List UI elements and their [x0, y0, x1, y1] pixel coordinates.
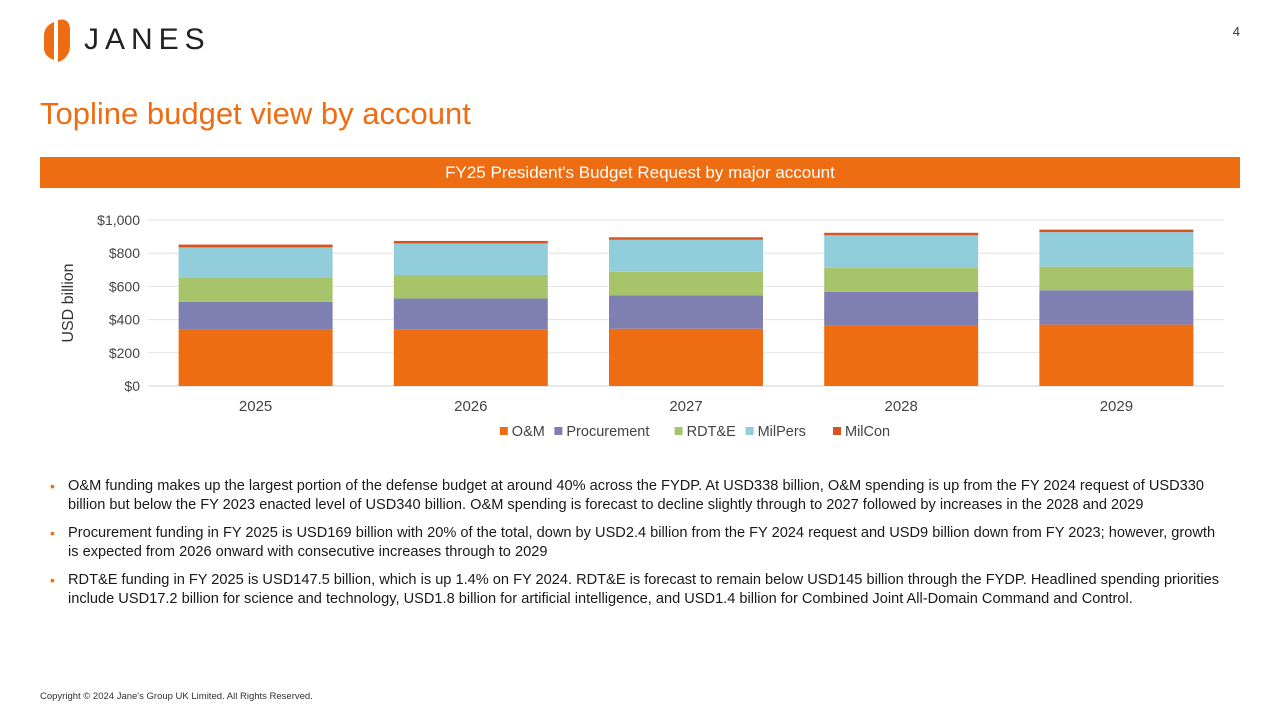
bullet-list: O&M funding makes up the largest portion… — [48, 477, 1228, 618]
x-tick-label: 2025 — [239, 398, 272, 415]
bullet-om: O&M funding makes up the largest portion… — [48, 477, 1228, 515]
bullet-rdte: RDT&E funding in FY 2025 is USD147.5 bil… — [48, 571, 1228, 609]
bar-segment — [609, 237, 763, 240]
chart-banner: FY25 President's Budget Request by major… — [40, 157, 1240, 188]
bar-segment — [178, 277, 333, 302]
bar-segment — [1039, 290, 1194, 325]
y-tick-label: $1,000 — [97, 212, 140, 228]
bar-segment — [393, 240, 548, 244]
legend-swatch — [499, 427, 508, 435]
logo-text: JANES — [84, 23, 211, 56]
legend-label: Procurement — [566, 424, 649, 440]
bar-segment — [393, 329, 548, 386]
page-number: 4 — [1232, 24, 1240, 39]
x-tick-label: 2028 — [885, 398, 918, 415]
bullet-procurement: Procurement funding in FY 2025 is USD169… — [48, 524, 1228, 562]
legend-swatch — [833, 427, 841, 435]
y-tick-label: $200 — [109, 345, 140, 361]
bar-segment — [178, 244, 333, 248]
stacked-bar-chart: $0 $200 $400 $600 $800 $1,000 USD billion 2025 2… — [60, 212, 1224, 440]
legend-label: MilPers — [758, 424, 806, 440]
legend-label: O&M — [512, 424, 545, 440]
bar-segment — [1039, 232, 1194, 267]
bar-segment — [609, 295, 763, 329]
page-title: Topline budget view by account — [40, 96, 471, 131]
legend-swatch — [745, 427, 754, 435]
y-tick-label: $0 — [124, 378, 140, 394]
janes-logo: JANES — [40, 16, 211, 64]
x-tick-label: 2029 — [1100, 398, 1133, 415]
bar-segment — [393, 274, 548, 299]
janes-logo-icon — [44, 19, 70, 62]
bar-segment — [393, 298, 548, 330]
bar-segment — [178, 301, 333, 330]
x-tick-label: 2027 — [669, 398, 702, 415]
bar-segment — [824, 232, 979, 236]
bar-segment — [1039, 229, 1194, 233]
bar-segment — [609, 328, 763, 386]
y-tick-label: $400 — [109, 312, 140, 328]
legend-label: RDT&E — [687, 424, 736, 440]
copyright-notice: Copyright © 2024 Jane's Group UK Limited… — [40, 691, 313, 702]
y-axis-label: USD billion — [60, 263, 77, 342]
legend-label: MilCon — [845, 424, 890, 440]
bar-segment — [393, 243, 548, 275]
bar-segment — [824, 235, 979, 268]
bar-segment — [824, 291, 979, 326]
bar-segment — [609, 271, 763, 296]
legend-swatch — [674, 427, 683, 435]
bar-segment — [824, 267, 979, 292]
bar-segment — [824, 325, 979, 386]
bar-segment — [609, 239, 763, 272]
y-tick-label: $600 — [109, 278, 140, 294]
y-tick-label: $800 — [109, 245, 140, 261]
bar-segment — [178, 329, 333, 386]
bar-segment — [1039, 324, 1194, 386]
bar-segment — [1039, 266, 1194, 291]
bar-segment — [178, 247, 333, 278]
x-tick-label: 2026 — [454, 398, 487, 415]
legend-swatch — [554, 427, 563, 435]
